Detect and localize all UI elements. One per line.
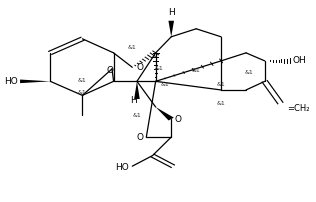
Polygon shape <box>156 107 174 120</box>
Text: H: H <box>168 8 175 17</box>
Text: &1: &1 <box>133 113 141 118</box>
Text: O: O <box>175 115 182 124</box>
Text: O: O <box>136 63 143 72</box>
Text: &1: &1 <box>245 70 253 75</box>
Text: HO: HO <box>4 77 18 86</box>
Text: &1: &1 <box>192 68 201 73</box>
Text: H: H <box>131 96 137 105</box>
Text: =CH₂: =CH₂ <box>287 103 309 113</box>
Text: &1: &1 <box>78 90 87 96</box>
Polygon shape <box>168 21 174 37</box>
Text: &1: &1 <box>155 66 163 71</box>
Polygon shape <box>134 81 140 99</box>
Text: OH: OH <box>293 56 307 65</box>
Text: &1: &1 <box>161 82 169 87</box>
Polygon shape <box>20 80 50 83</box>
Text: HO: HO <box>115 163 129 172</box>
Text: &1: &1 <box>78 78 87 83</box>
Text: O: O <box>136 133 143 142</box>
Text: &1: &1 <box>128 45 137 50</box>
Text: O: O <box>107 66 114 75</box>
Text: &1: &1 <box>217 101 226 105</box>
Text: &1: &1 <box>217 82 226 87</box>
